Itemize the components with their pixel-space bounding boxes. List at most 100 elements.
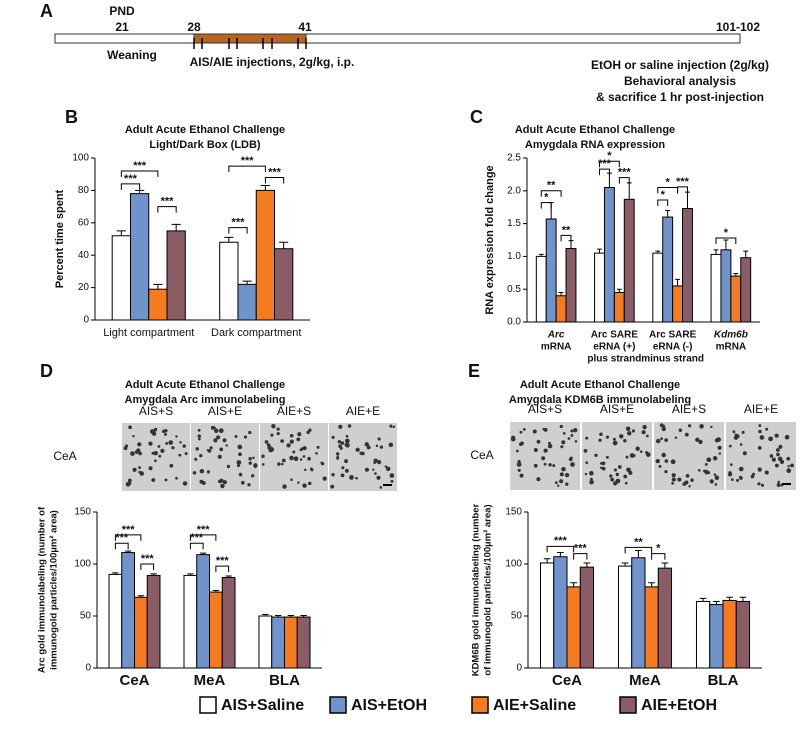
nucleus <box>601 461 606 466</box>
nucleus <box>609 474 613 478</box>
nucleus <box>138 466 141 470</box>
nucleus <box>619 434 624 439</box>
nucleus <box>562 431 566 435</box>
legend-label: AIE+Saline <box>493 697 576 714</box>
injection-period <box>193 33 307 44</box>
nucleus <box>786 468 792 474</box>
bar <box>166 230 186 321</box>
nucleus <box>776 452 780 457</box>
nucleus <box>784 434 790 440</box>
nucleus <box>248 457 252 461</box>
error-bar <box>743 250 749 258</box>
y-tick-label: 150 <box>505 507 522 518</box>
nucleus <box>610 477 615 482</box>
significance-bracket <box>540 202 552 209</box>
nucleus <box>533 463 538 468</box>
nucleus <box>153 451 158 456</box>
image-label: AIS+E <box>600 402 634 416</box>
error-bar <box>568 240 574 249</box>
error-bar <box>171 223 181 231</box>
nucleus <box>128 481 132 485</box>
nucleus <box>299 458 303 461</box>
nucleus <box>261 454 265 458</box>
nucleus <box>655 458 660 464</box>
nucleus <box>168 440 174 445</box>
nucleus <box>658 464 662 468</box>
panel-letter: D <box>40 361 53 381</box>
significance-bracket <box>228 165 266 173</box>
nucleus <box>340 441 345 445</box>
nucleus <box>165 442 169 445</box>
error-bar <box>606 172 612 188</box>
nucleus <box>195 447 199 451</box>
nucleus <box>543 462 547 466</box>
nucleus <box>277 462 281 466</box>
nucleus <box>645 452 651 458</box>
nucleus <box>336 455 339 458</box>
nucleus <box>573 427 578 433</box>
error-bar <box>699 597 707 602</box>
nucleus <box>336 452 340 456</box>
nucleus <box>590 477 593 481</box>
error-bar <box>187 573 194 576</box>
bar <box>682 208 693 323</box>
nucleus <box>123 446 128 451</box>
nucleus <box>137 442 142 447</box>
nucleus <box>584 472 588 476</box>
nucleus <box>261 463 265 466</box>
error-bar <box>300 614 307 618</box>
chart-title: Adult Acute Ethanol Challenge <box>515 124 675 136</box>
nucleus <box>712 456 718 461</box>
nucleus <box>536 477 541 482</box>
nucleus <box>234 435 238 438</box>
nucleus <box>624 481 628 485</box>
x-tick-label: BLA <box>708 672 739 689</box>
error-bar <box>225 575 232 578</box>
nucleus <box>612 437 616 441</box>
legend-swatch <box>619 696 637 714</box>
y-tick-label: 100 <box>505 559 522 570</box>
bar <box>134 596 148 669</box>
y-tick-label: 0.0 <box>507 317 521 328</box>
significance-bracket <box>573 553 588 560</box>
nucleus <box>282 484 287 489</box>
nucleus <box>276 431 280 436</box>
error-bar <box>124 550 132 553</box>
error-bar <box>597 248 602 254</box>
nucleus <box>704 462 708 466</box>
nucleus <box>344 468 349 473</box>
nucleus <box>664 438 668 442</box>
nucleus <box>307 456 311 461</box>
nucleus <box>248 461 252 465</box>
nucleus <box>289 433 294 438</box>
significance-label: *** <box>141 553 155 565</box>
x-tick-label: Arc <box>547 330 565 341</box>
significance-label: *** <box>554 535 568 547</box>
nucleus <box>379 486 383 489</box>
nucleus <box>585 461 589 465</box>
chart-subtitle: Light/Dark Box (LDB) <box>149 139 261 151</box>
nucleus <box>778 444 783 449</box>
significance-label: *** <box>598 158 612 170</box>
nucleus <box>344 459 348 463</box>
nucleus <box>552 464 556 468</box>
nucleus <box>331 473 335 477</box>
nucleus <box>280 462 284 466</box>
nucleus <box>270 433 274 437</box>
nucleus <box>296 437 301 442</box>
nucleus <box>732 430 736 434</box>
nucleus <box>764 470 769 475</box>
nucleus <box>302 483 307 488</box>
day-label: 41 <box>298 20 312 34</box>
y-tick-label: 2.0 <box>507 185 521 196</box>
y-axis-label: RNA expression fold change <box>484 165 496 314</box>
error-bar <box>626 182 632 200</box>
significance-bracket <box>715 237 737 245</box>
nucleus <box>685 473 690 478</box>
nucleus <box>662 424 666 428</box>
nucleus <box>297 481 300 484</box>
bar <box>566 586 581 669</box>
error-bar <box>137 595 145 598</box>
nucleus <box>175 476 178 480</box>
nucleus <box>220 483 225 489</box>
